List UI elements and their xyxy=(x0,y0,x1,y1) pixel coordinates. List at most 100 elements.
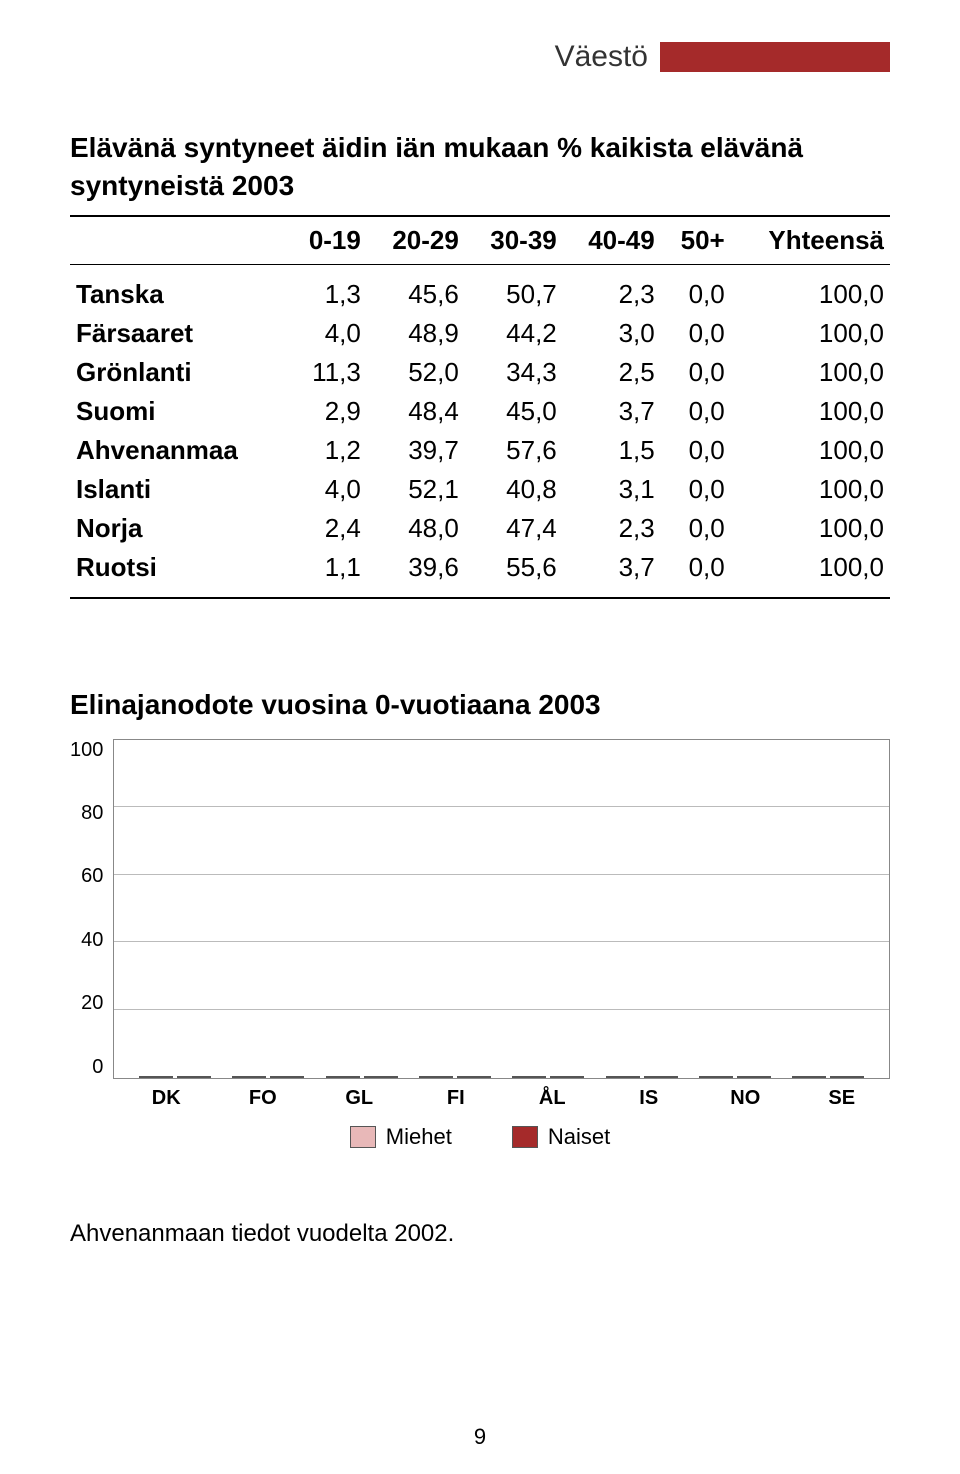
table-cell: 45,0 xyxy=(465,392,563,431)
table-row: Ahvenanmaa1,239,757,61,50,0100,0 xyxy=(70,431,890,470)
page-number: 9 xyxy=(0,1424,960,1450)
table-cell: Suomi xyxy=(70,392,287,431)
footnote: Ahvenanmaan tiedot vuodelta 2002. xyxy=(70,1220,890,1248)
table-col-header: 30-39 xyxy=(465,216,563,265)
y-tick-label: 100 xyxy=(70,739,103,762)
table-cell: 0,0 xyxy=(661,264,731,314)
y-tick-label: 20 xyxy=(81,992,103,1015)
bar xyxy=(550,1076,584,1078)
x-tick-label: IS xyxy=(601,1087,698,1110)
y-tick-label: 60 xyxy=(81,865,103,888)
x-tick-label: ÅL xyxy=(504,1087,601,1110)
bar xyxy=(830,1076,864,1078)
table-cell: 3,7 xyxy=(563,392,661,431)
table-row: Tanska1,345,650,72,30,0100,0 xyxy=(70,264,890,314)
table-cell: 47,4 xyxy=(465,509,563,548)
table-cell: 52,1 xyxy=(367,470,465,509)
table-cell: 48,0 xyxy=(367,509,465,548)
table-cell: 2,3 xyxy=(563,264,661,314)
bar-group xyxy=(512,1076,584,1078)
table-cell: Islanti xyxy=(70,470,287,509)
table-cell: 100,0 xyxy=(731,470,890,509)
table-body: Tanska1,345,650,72,30,0100,0Färsaaret 4,0… xyxy=(70,264,890,598)
bar xyxy=(326,1076,360,1078)
table-cell: 44,2 xyxy=(465,314,563,353)
legend-item: Naiset xyxy=(512,1124,610,1150)
table-cell: 0,0 xyxy=(661,353,731,392)
bar-group xyxy=(792,1076,864,1078)
y-tick-label: 0 xyxy=(92,1056,103,1079)
table-cell: 52,0 xyxy=(367,353,465,392)
bar xyxy=(139,1076,173,1078)
bar-group xyxy=(606,1076,678,1078)
table-cell: Ruotsi xyxy=(70,548,287,598)
table-cell: 11,3 xyxy=(287,353,367,392)
table-cell: 48,4 xyxy=(367,392,465,431)
table-cell: 0,0 xyxy=(661,470,731,509)
table-cell: 1,5 xyxy=(563,431,661,470)
table-cell: 100,0 xyxy=(731,431,890,470)
table-row: Norja2,448,047,42,30,0100,0 xyxy=(70,509,890,548)
table-cell: 3,0 xyxy=(563,314,661,353)
table-title: Elävänä syntyneet äidin iän mukaan % kai… xyxy=(70,129,890,205)
chart-legend: Miehet Naiset xyxy=(70,1124,890,1150)
table-cell: 1,2 xyxy=(287,431,367,470)
table-cell: 1,3 xyxy=(287,264,367,314)
bar xyxy=(457,1076,491,1078)
bar xyxy=(737,1076,771,1078)
bar xyxy=(606,1076,640,1078)
table-header-row: 0-1920-2930-3940-4950+Yhteensä xyxy=(70,216,890,265)
table-cell: 55,6 xyxy=(465,548,563,598)
table-cell: 100,0 xyxy=(731,264,890,314)
table-cell: 0,0 xyxy=(661,509,731,548)
bar-group xyxy=(419,1076,491,1078)
bar xyxy=(177,1076,211,1078)
table-title-line1: Elävänä syntyneet äidin iän mukaan % kai… xyxy=(70,132,803,163)
bar xyxy=(512,1076,546,1078)
table-row: Islanti4,052,140,83,10,0100,0 xyxy=(70,470,890,509)
table-row: Suomi2,948,445,03,70,0100,0 xyxy=(70,392,890,431)
table-col-header: 0-19 xyxy=(287,216,367,265)
legend-label: Miehet xyxy=(386,1124,452,1150)
legend-swatch xyxy=(512,1126,538,1148)
grid-line xyxy=(114,874,889,875)
chart-area: 100806040200 xyxy=(70,739,890,1079)
section-label: Väestö xyxy=(555,40,648,74)
table-cell: 39,7 xyxy=(367,431,465,470)
bar xyxy=(699,1076,733,1078)
table-cell: 100,0 xyxy=(731,392,890,431)
y-tick-label: 40 xyxy=(81,929,103,952)
table-col-header: 20-29 xyxy=(367,216,465,265)
table-cell: 48,9 xyxy=(367,314,465,353)
table-cell: 2,5 xyxy=(563,353,661,392)
bar xyxy=(644,1076,678,1078)
bar xyxy=(792,1076,826,1078)
grid-line xyxy=(114,806,889,807)
table-cell: 50,7 xyxy=(465,264,563,314)
bar-group xyxy=(139,1076,211,1078)
table-cell: 0,0 xyxy=(661,431,731,470)
table-cell: 3,1 xyxy=(563,470,661,509)
table-cell: Färsaaret xyxy=(70,314,287,353)
x-tick-label: NO xyxy=(697,1087,794,1110)
table-row: Ruotsi1,139,655,63,70,0100,0 xyxy=(70,548,890,598)
section-header: Väestö xyxy=(70,40,890,74)
table-cell: Grönlanti xyxy=(70,353,287,392)
chart-y-axis: 100806040200 xyxy=(70,739,113,1079)
table-cell: 57,6 xyxy=(465,431,563,470)
table-cell: 2,3 xyxy=(563,509,661,548)
table-cell: 40,8 xyxy=(465,470,563,509)
table-cell: Norja xyxy=(70,509,287,548)
table-cell: 0,0 xyxy=(661,314,731,353)
table-cell: 2,4 xyxy=(287,509,367,548)
table-cell: 34,3 xyxy=(465,353,563,392)
legend-item: Miehet xyxy=(350,1124,452,1150)
table-col-header: Yhteensä xyxy=(731,216,890,265)
x-tick-label: GL xyxy=(311,1087,408,1110)
births-table: 0-1920-2930-3940-4950+Yhteensä Tanska1,3… xyxy=(70,215,890,599)
x-tick-label: DK xyxy=(118,1087,215,1110)
bar-group xyxy=(699,1076,771,1078)
table-col-header xyxy=(70,216,287,265)
x-tick-label: SE xyxy=(794,1087,891,1110)
table-cell: 4,0 xyxy=(287,470,367,509)
